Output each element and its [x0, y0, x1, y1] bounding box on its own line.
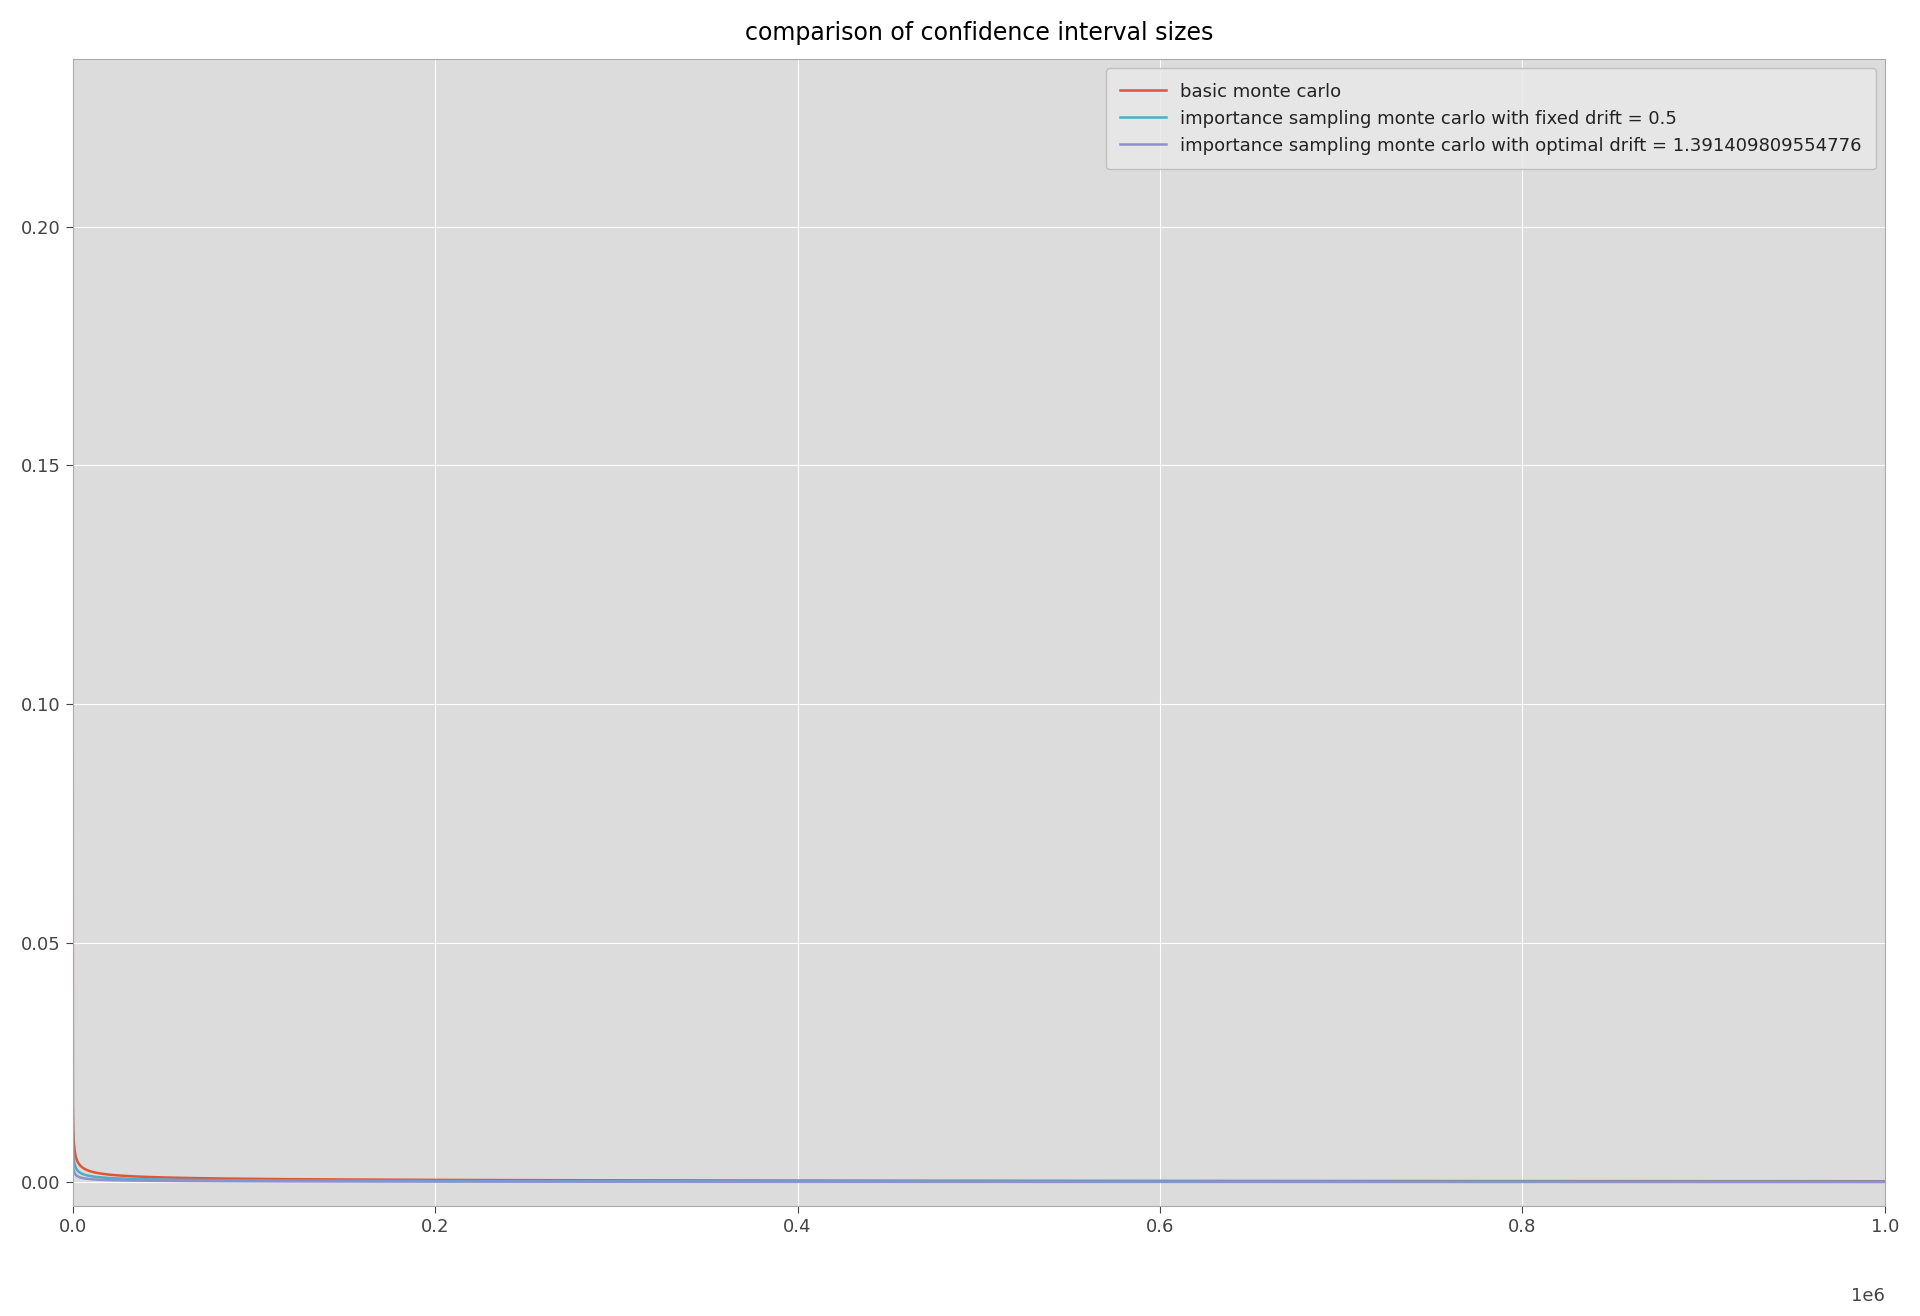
importance sampling monte carlo with fixed drift = 0.5 [1551, 1174, 1574, 1190]
basic monte carlo [390, 1171, 413, 1187]
importance sampling monte carlo with optimal drift = 1.391409809554776 [1148, 1174, 1171, 1190]
Text: 1e6: 1e6 [1851, 1287, 1885, 1304]
Title: comparison of confidence interval sizes: comparison of confidence interval sizes [745, 21, 1213, 45]
importance sampling monte carlo with optimal drift = 1.391409809554776 [61, 857, 84, 873]
Line: basic monte carlo: basic monte carlo [73, 86, 1885, 1182]
basic monte carlo [1240, 1173, 1263, 1188]
importance sampling monte carlo with optimal drift = 1.391409809554776 [753, 1174, 776, 1190]
Legend: basic monte carlo, importance sampling monte carlo with fixed drift = 0.5, impor: basic monte carlo, importance sampling m… [1106, 68, 1876, 170]
Line: importance sampling monte carlo with fixed drift = 0.5: importance sampling monte carlo with fix… [73, 559, 1885, 1182]
importance sampling monte carlo with optimal drift = 1.391409809554776 [1874, 1174, 1897, 1190]
importance sampling monte carlo with fixed drift = 0.5 [1148, 1174, 1171, 1190]
importance sampling monte carlo with fixed drift = 0.5 [1413, 1174, 1436, 1190]
basic monte carlo [753, 1173, 776, 1188]
importance sampling monte carlo with optimal drift = 1.391409809554776 [1551, 1174, 1574, 1190]
basic monte carlo [1413, 1173, 1436, 1188]
importance sampling monte carlo with optimal drift = 1.391409809554776 [1240, 1174, 1263, 1190]
basic monte carlo [1551, 1174, 1574, 1190]
importance sampling monte carlo with optimal drift = 1.391409809554776 [390, 1174, 413, 1190]
importance sampling monte carlo with fixed drift = 0.5 [390, 1173, 413, 1188]
basic monte carlo [1874, 1174, 1897, 1190]
basic monte carlo [61, 78, 84, 93]
importance sampling monte carlo with fixed drift = 0.5 [753, 1174, 776, 1190]
importance sampling monte carlo with fixed drift = 0.5 [1240, 1174, 1263, 1190]
importance sampling monte carlo with fixed drift = 0.5 [61, 551, 84, 567]
basic monte carlo [1148, 1173, 1171, 1188]
importance sampling monte carlo with fixed drift = 0.5 [1874, 1174, 1897, 1190]
importance sampling monte carlo with optimal drift = 1.391409809554776 [1413, 1174, 1436, 1190]
Line: importance sampling monte carlo with optimal drift = 1.391409809554776: importance sampling monte carlo with opt… [73, 865, 1885, 1182]
